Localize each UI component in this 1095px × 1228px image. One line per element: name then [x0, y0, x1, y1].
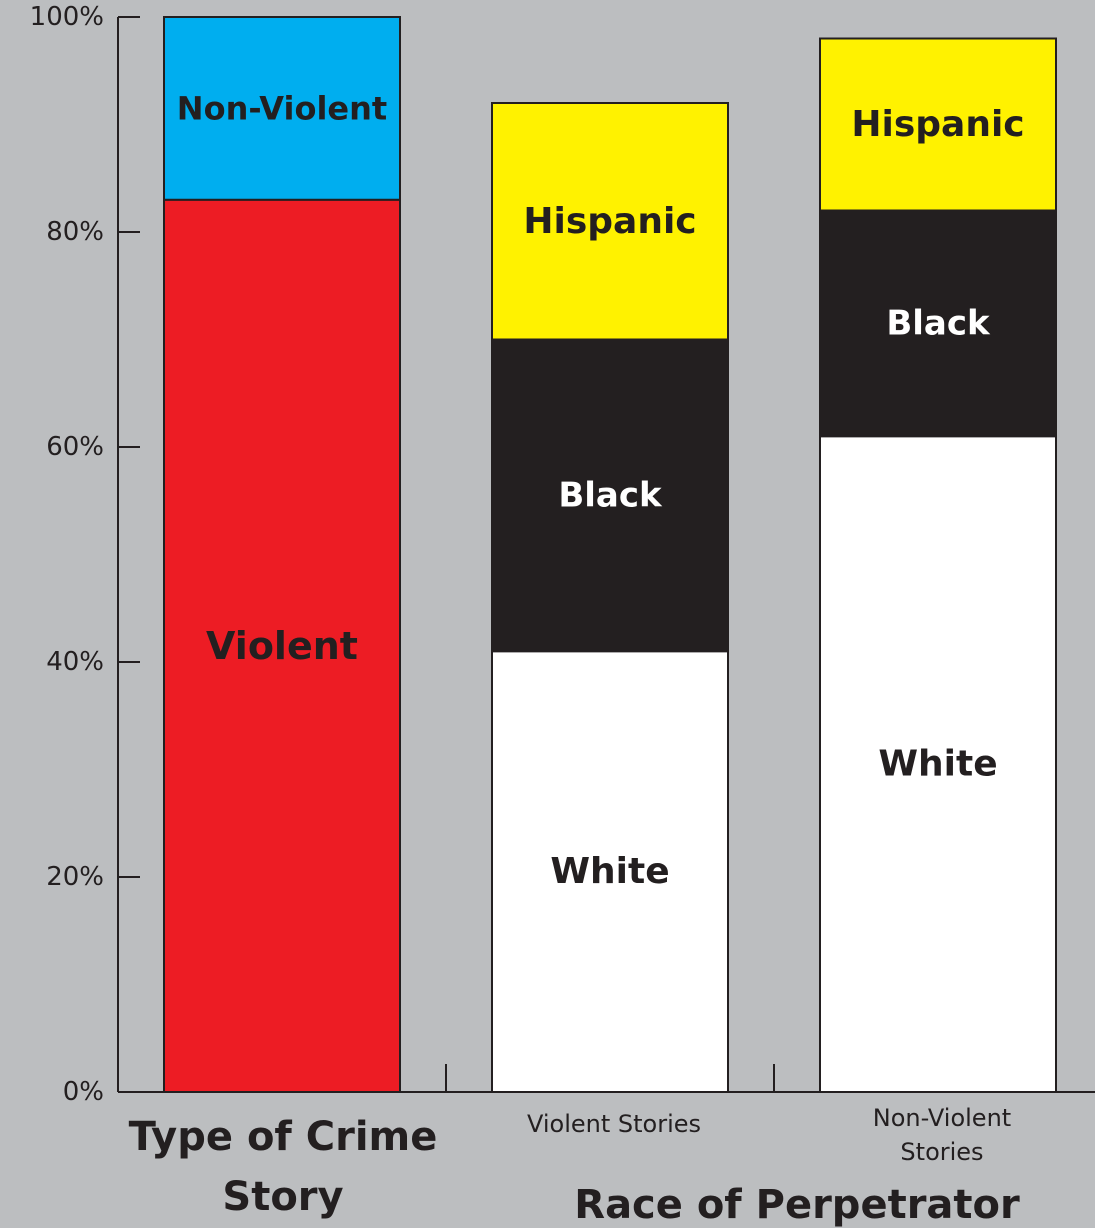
y-tick-label: 20% [46, 862, 104, 892]
bar-1-segment-label-non-violent: Non-Violent [177, 89, 387, 127]
bar-3-segment-white [819, 435, 1057, 1093]
bar-3-segment-label-white: White [878, 744, 997, 785]
x-category-label-non-violent-stories: Non-Violent Stories [873, 1104, 1011, 1166]
bar-3-segment-label-hispanic: Hispanic [851, 104, 1024, 145]
bar-3-segment-label-black: Black [886, 303, 991, 343]
bar-1-segment-violent [163, 198, 401, 1093]
bar-2-segment-label-white: White [550, 851, 669, 892]
bar-1-segment-label-violent: Violent [206, 624, 358, 668]
y-tick-layer: 0% 20% 40% 60% 80% 100% [30, 2, 140, 1107]
bars-layer: Violent Non-Violent White Black Hispanic Whit… [163, 16, 1057, 1093]
y-tick-label: 100% [30, 2, 104, 32]
bar-2-segment-black [491, 338, 729, 653]
y-tick-label: 40% [46, 647, 104, 677]
category-label-layer: Violent Stories Non-Violent Stories [527, 1104, 1011, 1166]
y-tick-label: 0% [63, 1077, 104, 1107]
y-tick-label: 60% [46, 432, 104, 462]
bar-2-segment-hispanic [491, 102, 729, 341]
group-label-type-of-crime-story: Type of Crime Story [129, 1114, 438, 1220]
group-label-layer: Type of Crime Story Race of Perpetrator [129, 1114, 1020, 1228]
bar-2-segment-label-hispanic: Hispanic [523, 201, 696, 242]
x-category-label-violent-stories: Violent Stories [527, 1110, 701, 1138]
bar-1-segment-non-violent [163, 16, 401, 201]
group-label-race-of-perpetrator: Race of Perpetrator [574, 1182, 1020, 1228]
y-tick-label: 80% [46, 217, 104, 247]
bar-3-segment-black [819, 209, 1057, 438]
bar-3-segment-hispanic [819, 37, 1057, 212]
axis-layer [117, 17, 1095, 1093]
bar-2-segment-label-black: Black [558, 475, 663, 515]
